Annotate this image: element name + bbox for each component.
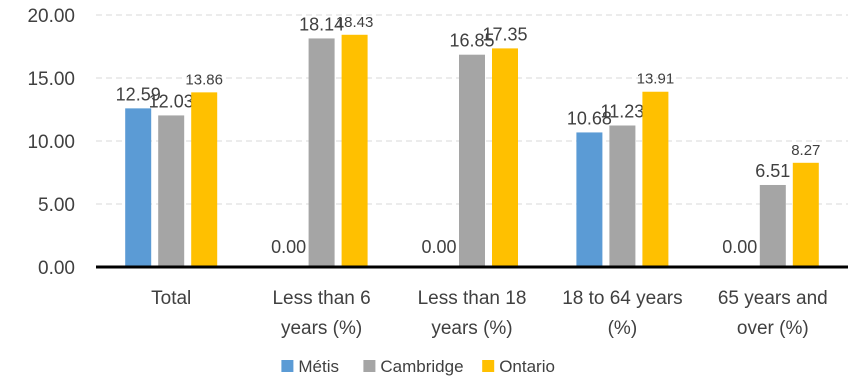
x-tick-label: 65 years and — [718, 288, 828, 309]
data-label: 0.00 — [421, 237, 456, 257]
legend-swatch — [363, 360, 376, 372]
y-tick-label: 10.00 — [27, 132, 75, 153]
data-label: 17.35 — [482, 24, 527, 44]
legend-swatch — [281, 360, 294, 372]
x-tick-label: years (%) — [281, 318, 362, 339]
x-tick-label: over (%) — [737, 318, 809, 339]
legend-label: Ontario — [499, 357, 555, 376]
data-label: 6.51 — [755, 161, 790, 181]
bar-ontario — [191, 92, 218, 267]
data-label: 0.00 — [271, 237, 306, 257]
x-tick-label: Less than 6 — [272, 288, 370, 309]
bar-ontario — [642, 91, 669, 267]
data-label: 0.00 — [722, 237, 757, 257]
legend-label: Métis — [298, 357, 339, 376]
bar-mtis — [125, 108, 152, 267]
bar-cambridge — [308, 38, 335, 267]
bar-cambridge — [759, 184, 786, 267]
bar-cambridge — [609, 125, 636, 267]
bar-ontario — [341, 34, 368, 268]
data-label: 12.03 — [149, 91, 194, 111]
data-label: 13.91 — [637, 71, 675, 88]
data-label: 8.27 — [791, 142, 820, 159]
bar-cambridge — [158, 115, 185, 267]
x-tick-label: (%) — [608, 318, 638, 339]
data-label: 10.68 — [567, 108, 612, 128]
x-tick-label: Total — [151, 288, 191, 309]
y-tick-label: 5.00 — [38, 195, 75, 216]
y-tick-label: 0.00 — [38, 258, 75, 279]
bar-cambridge — [459, 54, 485, 267]
data-label: 12.59 — [116, 84, 161, 104]
bar-ontario — [792, 162, 819, 267]
legend-label: Cambridge — [380, 357, 463, 376]
y-tick-label: 15.00 — [27, 69, 75, 90]
bar-mtis — [576, 132, 603, 267]
data-label: 16.85 — [449, 31, 494, 51]
data-label: 11.23 — [601, 102, 645, 122]
x-tick-label: years (%) — [431, 318, 512, 339]
x-tick-label: 18 to 64 years — [562, 288, 682, 309]
data-label: 18.14 — [299, 14, 344, 34]
x-tick-label: Less than 18 — [418, 288, 527, 309]
data-label: 13.86 — [185, 71, 223, 88]
bar-ontario — [492, 48, 518, 267]
y-tick-label: 20.00 — [27, 6, 75, 27]
legend-swatch — [482, 360, 495, 372]
data-label: 18.43 — [336, 14, 374, 31]
